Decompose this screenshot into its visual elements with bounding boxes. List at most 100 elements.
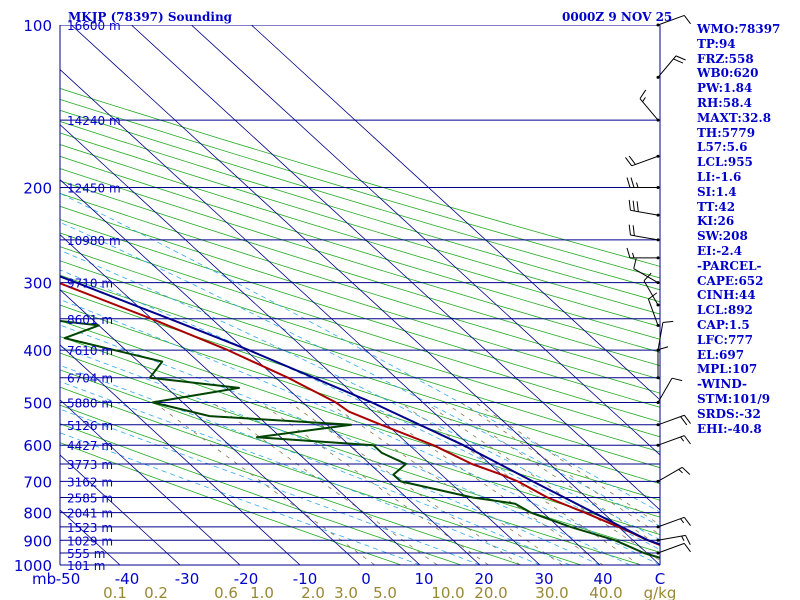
wind-barb xyxy=(656,55,686,79)
index-line: KI:26 xyxy=(697,214,735,229)
index-line: EHI:-40.8 xyxy=(697,421,762,436)
temperature-tick-label: 40 xyxy=(593,570,612,588)
wind-barb xyxy=(628,199,660,217)
dry-adiabat xyxy=(60,304,660,501)
wind-barb xyxy=(626,177,660,190)
dry-adiabat xyxy=(60,369,643,565)
series-parcel-line xyxy=(60,275,660,546)
wind-barb xyxy=(625,154,660,167)
dry-adiabat xyxy=(60,442,403,565)
mixing-ratio-label: g/kg xyxy=(644,584,677,600)
temperature-tick-label: -10 xyxy=(293,570,318,588)
wind-barb xyxy=(656,534,691,545)
index-line: WB0:620 xyxy=(697,66,759,81)
chart-datetime: 0000Z 9 NOV 25 xyxy=(562,10,672,24)
height-label: 3773 m xyxy=(67,458,113,472)
index-line: LCL:892 xyxy=(697,303,753,318)
wind-barb xyxy=(647,292,660,327)
mixing-ratio-label: 40.0 xyxy=(589,584,622,600)
isotherm xyxy=(60,454,181,565)
pressure-tick-label: 900 xyxy=(23,532,52,550)
wind-barb xyxy=(656,346,669,380)
isotherm xyxy=(60,344,301,565)
height-label: 7610 m xyxy=(67,344,113,358)
pressure-tick-label: 600 xyxy=(23,437,52,455)
height-label: 5126 m xyxy=(67,419,113,433)
dry-adiabat xyxy=(60,423,463,565)
mixing-ratio-label: 2.0 xyxy=(301,584,325,600)
temperature-tick-label: 20 xyxy=(474,570,493,588)
mixing-ratio-label: 3.0 xyxy=(334,584,358,600)
index-line: CAP:1.5 xyxy=(697,317,750,332)
wind-barb xyxy=(656,435,691,447)
wind-barb xyxy=(626,247,660,260)
wind-barb xyxy=(628,224,660,242)
wind-barb xyxy=(633,258,660,285)
height-label: 3162 m xyxy=(67,475,113,489)
dry-adiabat xyxy=(60,336,660,535)
wind-barb xyxy=(656,466,691,483)
index-line: PW:1.84 xyxy=(697,81,753,96)
wind-barb xyxy=(656,14,691,27)
mixing-ratio-label: 0.6 xyxy=(214,584,238,600)
isotherm xyxy=(60,399,241,565)
stability-indices-panel: WMO:78397 TP:94 FRZ:558 WB0:620 PW:1.84 RH:58… xyxy=(697,22,800,436)
index-line: TP:94 xyxy=(697,36,736,51)
index-line: L57:5.6 xyxy=(697,140,748,155)
index-line: SW:208 xyxy=(697,229,748,244)
temperature-tick-label: C xyxy=(655,570,665,588)
height-label: 1523 m xyxy=(67,521,113,535)
wind-barb xyxy=(643,272,660,307)
mixing-ratio-label: 20.0 xyxy=(474,584,507,600)
index-line: SI:1.4 xyxy=(697,184,737,199)
height-label: 2585 m xyxy=(67,492,113,506)
temperature-tick-label: -40 xyxy=(115,570,140,588)
pressure-tick-label: 500 xyxy=(23,394,52,412)
wind-barb xyxy=(656,542,691,555)
mixing-ratio-label: 10.0 xyxy=(431,584,464,600)
height-label: 4427 m xyxy=(67,439,113,453)
isotherm xyxy=(130,25,660,511)
index-line: LI:-1.6 xyxy=(697,169,742,184)
index-line: TT:42 xyxy=(697,199,736,214)
height-label: 555 m xyxy=(67,547,105,561)
dry-adiabat xyxy=(60,404,523,565)
dry-adiabat xyxy=(60,246,660,438)
index-line: TH:5779 xyxy=(697,125,756,140)
height-label: 1029 m xyxy=(67,534,113,548)
height-label: 14240 m xyxy=(67,114,121,128)
pressure-tick-label: 300 xyxy=(23,275,52,293)
index-line: WMO:78397 xyxy=(697,22,781,36)
wind-barb xyxy=(639,89,660,122)
index-line: -WIND- xyxy=(697,377,747,392)
isotherm xyxy=(60,124,541,565)
index-line: SRDS:-32 xyxy=(697,406,761,421)
index-line: LFC:777 xyxy=(697,332,753,347)
temperature-tick-label: 30 xyxy=(534,570,553,588)
mixing-ratio-label: 5.0 xyxy=(373,584,397,600)
wind-barb xyxy=(656,516,691,529)
pressure-tick-label: 400 xyxy=(23,342,52,360)
index-line: EL:697 xyxy=(697,347,745,362)
pressure-tick-label: 100 xyxy=(23,17,52,35)
mixing-ratio-label: 0.1 xyxy=(103,584,127,600)
height-label: 9710 m xyxy=(67,277,113,291)
index-line: -PARCEL- xyxy=(697,258,762,273)
height-label: 16600 m xyxy=(67,19,121,33)
height-label: 10980 m xyxy=(67,234,121,248)
mixing-ratio-label: 1.0 xyxy=(250,584,274,600)
isotherm xyxy=(60,289,361,565)
mixing-ratio-label: 0.2 xyxy=(144,584,168,600)
index-line: LCL:955 xyxy=(697,155,753,170)
temperature-tick-label: -50 xyxy=(56,570,81,588)
mixing-ratio-line xyxy=(424,402,660,561)
temperature-tick-label: 10 xyxy=(414,570,433,588)
height-label: 12450 m xyxy=(67,182,121,196)
mixing-ratio-line xyxy=(444,402,660,547)
isotherm xyxy=(70,25,660,565)
wind-barb xyxy=(656,377,683,404)
index-line: EI:-2.4 xyxy=(697,243,743,258)
mixing-ratio-line xyxy=(474,402,660,526)
dry-adiabat xyxy=(60,320,660,518)
height-label: 6704 m xyxy=(67,372,113,386)
